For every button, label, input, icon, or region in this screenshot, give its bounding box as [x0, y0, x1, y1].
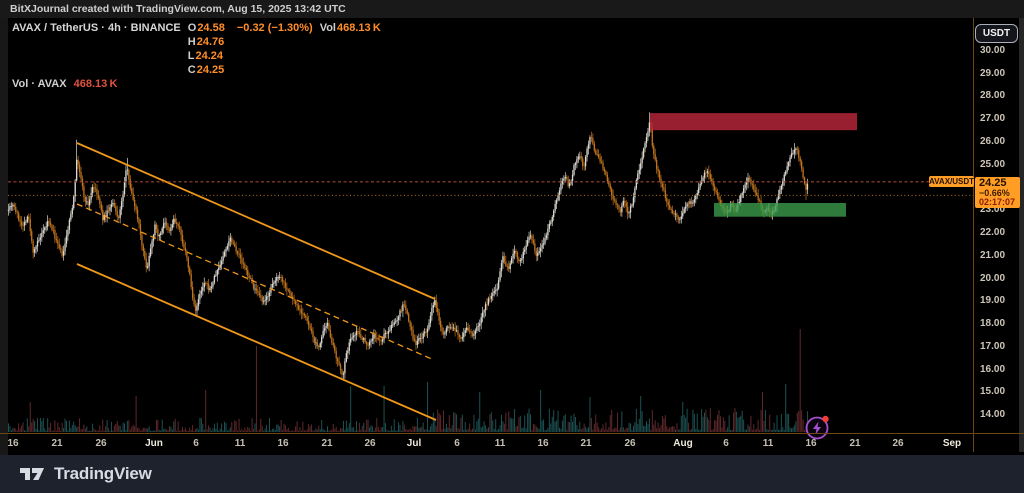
time-tick-label: 11: [494, 438, 506, 449]
price-line-symbol-tag: AVAX/USDT: [929, 175, 975, 187]
time-tick-label: 11: [234, 438, 246, 449]
price-tick-label: 16.00: [980, 363, 1006, 375]
time-tick-label: Jun: [145, 438, 163, 449]
price-tick-label: 21.00: [980, 249, 1006, 261]
change-value: −0.32 (−1.30%): [236, 22, 313, 34]
time-tick-label: 16: [537, 438, 549, 449]
last-price-label: 24.25 −0.66% 02:17:07: [975, 176, 1020, 208]
symbol-title[interactable]: AVAX / TetherUS · 4h · BINANCE: [12, 22, 181, 34]
time-tick-label: 26: [95, 438, 107, 449]
time-tick-label: 21: [849, 438, 861, 449]
ohlc-item: H 24.76: [187, 36, 225, 48]
last-price-value: 24.25: [979, 176, 1007, 189]
chart-legend: AVAX / TetherUS · 4h · BINANCE O 24.58 H 24…: [12, 21, 381, 91]
price-tick-label: 26.00: [980, 135, 1006, 147]
price-tick-label: 23.00: [980, 204, 1006, 216]
time-tick-label: 16: [7, 438, 19, 449]
price-tick-label: 22.00: [980, 226, 1006, 238]
attribution-text: BitXJournal created with TradingView.com…: [10, 3, 346, 15]
last-price-change: −0.66%: [979, 187, 1010, 198]
time-tick-label: 11: [762, 438, 774, 449]
footer-bar: TradingView: [0, 455, 1024, 493]
time-tick-label: 21: [321, 438, 333, 449]
price-tick-label: 14.00: [980, 409, 1006, 421]
time-tick-label: Aug: [673, 438, 693, 449]
price-tick-label: 29.00: [980, 67, 1006, 79]
price-tick-label: 19.00: [980, 295, 1006, 307]
time-tick-label: 26: [364, 438, 376, 449]
ohlc-item: O 24.58: [187, 22, 225, 34]
time-tick-label: 21: [580, 438, 592, 449]
time-axis-border: [0, 433, 1024, 434]
price-axis-border: [973, 18, 974, 452]
volume-study-value: 468.13 K: [73, 78, 118, 90]
bar-countdown: 02:17:07: [979, 197, 1016, 208]
time-tick-label: Jul: [406, 438, 422, 449]
supply-zone: [650, 113, 857, 131]
price-tick-label: 17.00: [980, 340, 1006, 352]
price-tick-label: 20.00: [980, 272, 1006, 284]
price-tick-label: 27.00: [980, 113, 1006, 125]
time-tick-label: 16: [805, 438, 817, 449]
price-tick-label: 28.00: [980, 90, 1006, 102]
lightning-alert-icon[interactable]: [805, 415, 829, 440]
ohlc-values: O 24.58 H 24.76 L 24.24 C 24.25: [188, 21, 230, 77]
time-tick-label: 26: [892, 438, 904, 449]
demand-zone: [714, 203, 846, 217]
tradingview-wordmark[interactable]: TradingView: [54, 464, 152, 483]
time-tick-label: 26: [624, 438, 636, 449]
volume-inline: Vol 468.13 K: [319, 22, 381, 34]
left-frame-strip: [0, 18, 8, 455]
currency-toggle-button[interactable]: USDT: [975, 24, 1018, 43]
volume-study-label[interactable]: Vol · AVAX: [12, 78, 67, 90]
price-tick-label: 15.00: [980, 386, 1006, 398]
time-tick-label: 6: [723, 438, 729, 449]
time-tick-label: 21: [51, 438, 63, 449]
attribution-bar: BitXJournal created with TradingView.com…: [0, 0, 1024, 18]
ohlc-item: C 24.25: [187, 64, 225, 76]
time-tick-label: 16: [277, 438, 289, 449]
tradingview-logo-icon[interactable]: [18, 463, 46, 485]
time-tick-label: Sep: [942, 438, 962, 449]
price-tick-label: 25.00: [980, 158, 1006, 170]
price-tick-label: 18.00: [980, 318, 1006, 330]
ohlc-item: L 24.24: [187, 50, 224, 62]
legend-row-main: AVAX / TetherUS · 4h · BINANCE O 24.58 H 24…: [12, 21, 381, 77]
price-tick-label: 30.00: [980, 44, 1006, 56]
alert-badge-dot: [822, 415, 829, 423]
legend-row-volume: Vol · AVAX 468.13 K: [12, 77, 381, 91]
time-tick-label: 6: [193, 438, 199, 449]
right-frame-strip: [1019, 18, 1024, 452]
time-tick-label: 6: [454, 438, 460, 449]
